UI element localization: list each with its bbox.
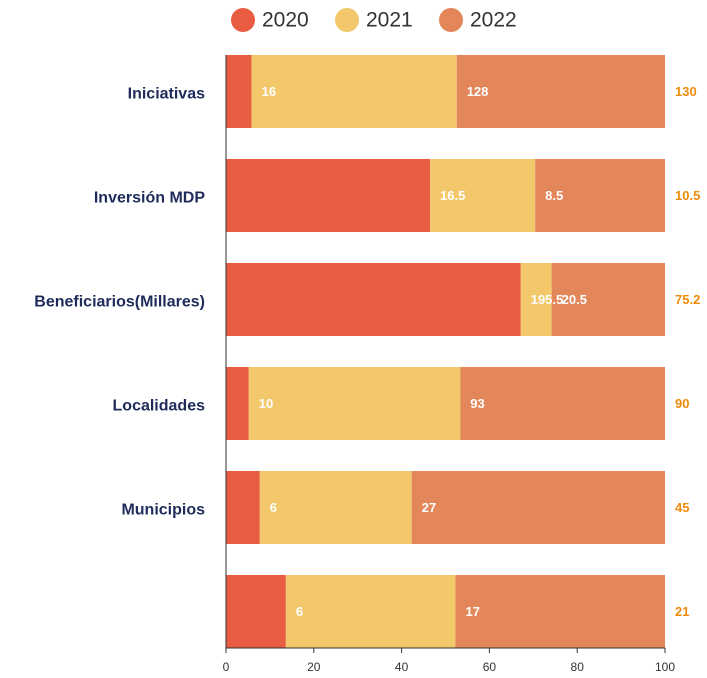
data-label: 195.5: [531, 292, 564, 307]
category-label: Beneficiarios(Millares): [34, 294, 205, 311]
x-tick-label: 80: [571, 660, 585, 674]
bar-segment: [226, 367, 249, 440]
data-label: 90: [675, 396, 689, 411]
data-label: 17: [465, 604, 479, 619]
data-label: 130: [675, 84, 697, 99]
legend-label: 2021: [366, 9, 413, 32]
bar-segment: [411, 471, 665, 544]
bar-segment: [226, 471, 260, 544]
bar-segment: [251, 55, 457, 128]
data-label: 45: [675, 500, 689, 515]
x-tick-label: 0: [223, 660, 230, 674]
category-label: Municipios: [121, 502, 205, 519]
bar-segment: [248, 367, 461, 440]
bar-segment: [456, 55, 665, 128]
data-label: 16: [262, 84, 276, 99]
category-label: Iniciativas: [128, 86, 205, 103]
bar-segment: [460, 367, 665, 440]
data-label: 128: [467, 84, 489, 99]
bar-segment: [285, 575, 456, 648]
category-label: Localidades: [113, 398, 206, 415]
data-label: 21: [675, 604, 689, 619]
data-label: 6: [270, 500, 277, 515]
data-label: 10: [259, 396, 273, 411]
bar-segment: [226, 263, 521, 336]
category-label: Inversión MDP: [94, 190, 205, 207]
x-tick-label: 100: [655, 660, 675, 674]
legend-swatch: [231, 8, 255, 32]
x-tick-label: 40: [395, 660, 409, 674]
bar-segment: [535, 159, 665, 232]
bar-segment: [430, 159, 536, 232]
data-label: 6: [296, 604, 303, 619]
bar-segment: [455, 575, 665, 648]
data-label: 16.5: [440, 188, 465, 203]
x-tick-label: 20: [307, 660, 321, 674]
bar-segment: [226, 575, 286, 648]
bar-segment: [226, 159, 431, 232]
bar-segment: [226, 55, 252, 128]
bar-segment: [259, 471, 412, 544]
data-label: 20.5: [562, 292, 587, 307]
data-label: 93: [470, 396, 484, 411]
legend-swatch: [439, 8, 463, 32]
legend-label: 2022: [470, 9, 517, 32]
legend-label: 2020: [262, 9, 309, 32]
data-label: 10.5: [675, 188, 700, 203]
legend-swatch: [335, 8, 359, 32]
bar-segment: [520, 263, 552, 336]
data-label: 27: [422, 500, 436, 515]
x-tick-label: 60: [483, 660, 497, 674]
bar-segment: [551, 263, 665, 336]
data-label: 8.5: [545, 188, 563, 203]
data-label: 75.2: [675, 292, 700, 307]
